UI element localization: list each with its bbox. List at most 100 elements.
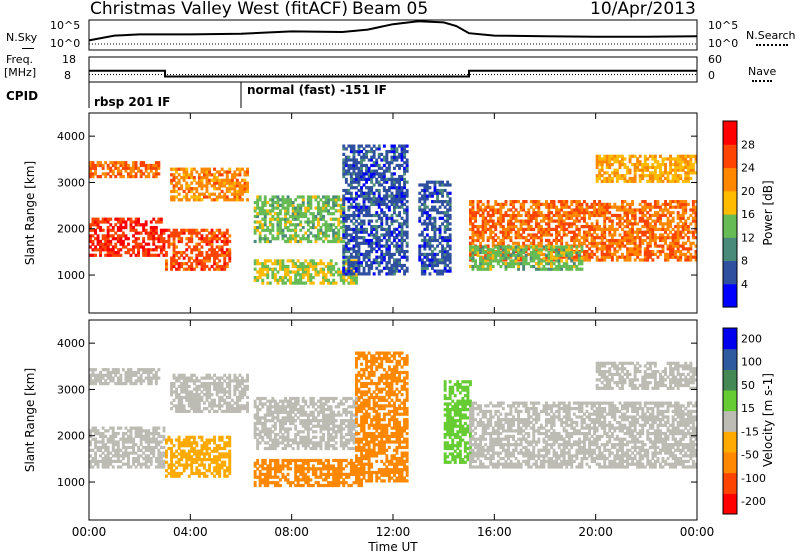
data-cell <box>653 200 657 204</box>
data-cell <box>134 429 138 433</box>
data-cell <box>301 273 305 277</box>
data-cell <box>96 223 100 227</box>
data-cell <box>291 217 295 221</box>
data-cell <box>182 441 186 445</box>
data-cell <box>694 236 698 240</box>
data-cell <box>423 188 427 193</box>
data-cell <box>491 222 495 226</box>
data-cell <box>481 216 485 220</box>
data-cell <box>256 228 260 232</box>
data-cell <box>228 253 232 257</box>
data-cell <box>671 233 675 237</box>
data-cell <box>127 175 130 179</box>
data-cell <box>382 252 386 256</box>
data-cell <box>111 370 115 375</box>
data-cell <box>484 230 488 234</box>
data-cell <box>327 228 330 232</box>
data-cell <box>653 213 657 218</box>
data-cell <box>393 219 396 223</box>
data-cell <box>213 176 216 180</box>
data-cell <box>605 163 609 167</box>
data-cell <box>405 200 409 204</box>
data-cell <box>529 219 533 223</box>
data-cell <box>337 237 341 241</box>
data-cell <box>235 198 239 202</box>
data-cell <box>119 220 123 224</box>
data-cell <box>182 256 186 260</box>
data-cell <box>446 236 450 240</box>
data-cell <box>643 163 647 167</box>
data-cell <box>197 184 201 188</box>
data-cell <box>674 233 678 237</box>
data-cell <box>299 278 303 282</box>
data-cell <box>177 237 181 241</box>
data-cell <box>598 258 602 262</box>
data-cell <box>268 259 272 263</box>
data-cell <box>304 237 308 241</box>
data-cell <box>400 233 404 237</box>
data-cell <box>192 460 196 464</box>
data-cell <box>357 269 361 273</box>
data-cell <box>593 202 596 206</box>
data-cell <box>362 147 366 151</box>
data-cell <box>575 208 579 212</box>
data-cell <box>157 434 161 438</box>
data-cell <box>605 244 609 248</box>
data-cell <box>324 234 328 238</box>
data-cell <box>512 241 515 245</box>
data-cell <box>431 236 434 240</box>
data-cell <box>372 172 376 176</box>
data-cell <box>691 233 695 237</box>
data-cell <box>529 216 533 220</box>
data-cell <box>572 255 576 259</box>
data-cell <box>96 237 100 241</box>
data-cell <box>375 197 379 201</box>
data-cell <box>621 200 624 204</box>
data-cell <box>362 163 366 168</box>
data-cell <box>294 228 298 232</box>
data-cell <box>200 176 204 180</box>
data-cell <box>241 167 244 171</box>
data-cell <box>436 269 439 273</box>
data-cell <box>377 241 381 245</box>
data-cell <box>185 452 189 456</box>
data-cell <box>210 251 214 255</box>
data-cell <box>230 187 234 191</box>
data-cell <box>362 266 366 270</box>
data-cell <box>89 440 92 444</box>
data-cell <box>610 154 614 158</box>
data-cell <box>446 180 450 184</box>
data-cell <box>200 245 204 249</box>
data-cell <box>253 209 257 213</box>
data-cell <box>144 231 148 235</box>
data-cell <box>681 236 685 240</box>
data-cell <box>208 170 211 174</box>
data-cell <box>648 174 652 178</box>
data-cell <box>370 263 374 268</box>
data-cell <box>486 250 490 254</box>
data-cell <box>560 200 564 204</box>
data-cell <box>613 168 617 172</box>
data-cell <box>659 168 662 172</box>
data-cell <box>192 245 196 249</box>
data-cell <box>423 197 427 201</box>
data-cell <box>420 211 424 215</box>
data-cell <box>220 189 224 194</box>
data-cell <box>200 460 204 464</box>
data-cell <box>137 368 140 372</box>
data-cell <box>400 236 404 240</box>
data-cell <box>646 222 650 226</box>
data-cell <box>294 217 298 221</box>
data-cell <box>628 247 632 251</box>
data-cell <box>147 457 151 461</box>
data-cell <box>362 219 366 223</box>
data-cell <box>486 256 490 260</box>
data-cell <box>99 245 102 249</box>
data-cell <box>109 242 113 246</box>
data-cell <box>342 163 346 168</box>
data-cell <box>91 368 95 372</box>
data-cell <box>177 458 181 462</box>
data-cell <box>172 444 176 448</box>
data-cell <box>626 171 629 175</box>
data-cell <box>324 276 328 280</box>
